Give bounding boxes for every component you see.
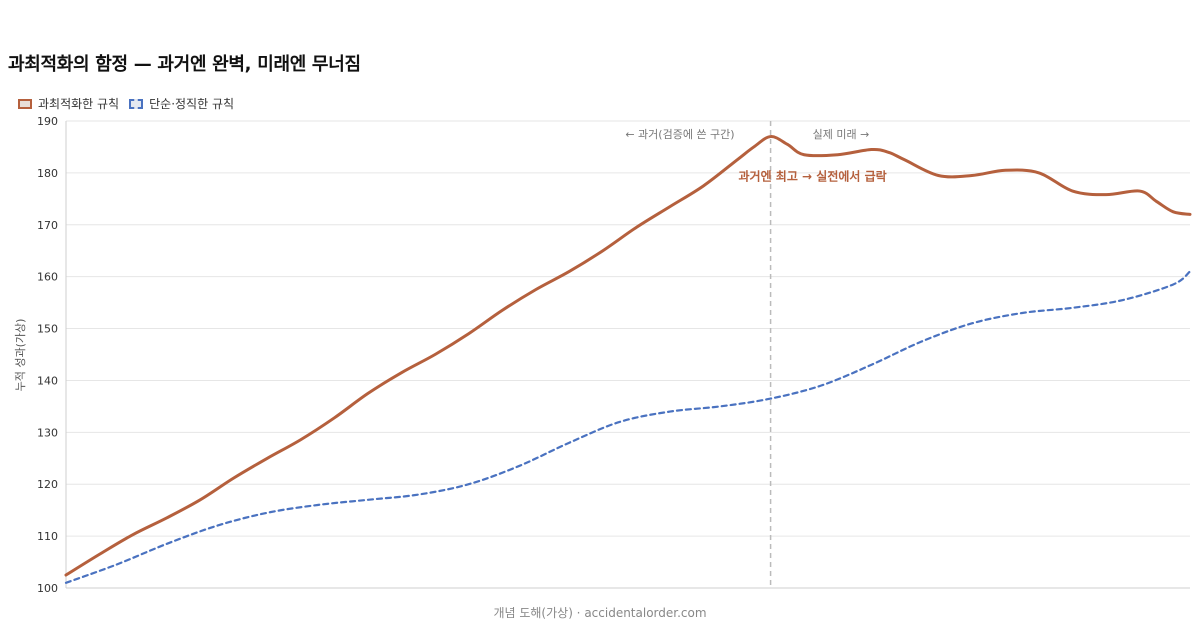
series-line-simple	[64, 270, 1192, 584]
legend-swatch-overfit	[18, 98, 32, 109]
y-tick-label-180: 180	[37, 167, 58, 180]
y-axis: 100 110 120 130 140 150 160 170 180 190	[37, 115, 1190, 595]
y-tick-label-100: 100	[37, 582, 58, 595]
y-tick-label-160: 160	[37, 271, 58, 284]
footer-source: 개념 도해(가상) · accidentalorder.com	[493, 606, 707, 620]
y-tick-label-130: 130	[37, 426, 58, 439]
y-tick-label-170: 170	[37, 219, 58, 232]
y-axis-label: 누적 성과(가상)	[14, 319, 27, 392]
series-line-overfit	[64, 135, 1192, 577]
y-tick-label-140: 140	[37, 374, 58, 387]
y-tick-label-120: 120	[37, 478, 58, 491]
grid-lines	[66, 120, 1190, 589]
y-tick-label-190: 190	[37, 115, 58, 128]
legend-label-overfit: 과최적화한 규칙	[38, 97, 120, 111]
series-layer	[64, 135, 1192, 584]
legend: 과최적화한 규칙 단순·정직한 규칙	[18, 95, 244, 112]
y-tick-label-150: 150	[37, 323, 58, 336]
legend-label-simple: 단순·정직한 규칙	[149, 97, 235, 111]
annotation-text: 과거엔 최고 → 실전에서 급락	[738, 169, 886, 184]
legend-item-simple[interactable]: 단순·정직한 규칙	[129, 95, 234, 112]
y-tick-label-110: 110	[37, 530, 58, 543]
future-region-label: 실제 미래 →	[813, 128, 870, 141]
past-region-label: ← 과거(검증에 쓴 구간)	[625, 128, 734, 141]
legend-swatch-simple	[129, 98, 144, 109]
legend-item-overfit[interactable]: 과최적화한 규칙	[18, 95, 119, 112]
chart-title: 과최적화의 함정 — 과거엔 완벽, 미래엔 무너짐	[8, 54, 361, 75]
